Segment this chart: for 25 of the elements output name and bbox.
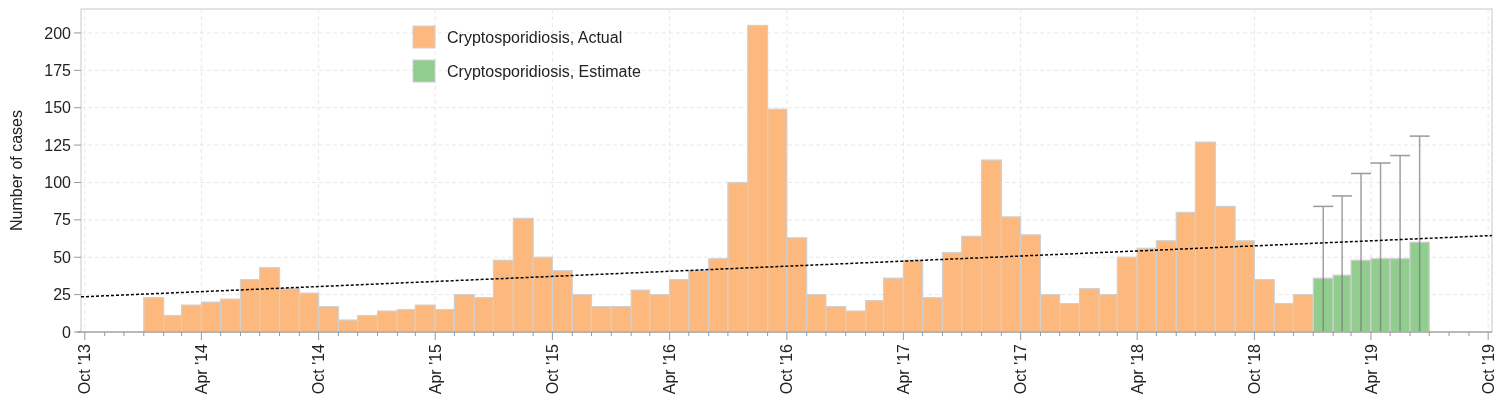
x-tick-label: Apr '16 xyxy=(661,343,679,395)
y-tick-label: 175 xyxy=(44,61,72,79)
y-tick-label: 150 xyxy=(44,99,72,117)
x-tick-label: Oct '16 xyxy=(778,343,796,395)
y-tick-label: 125 xyxy=(44,136,72,154)
x-tick-label: Oct '15 xyxy=(544,343,561,395)
y-tick-label: 0 xyxy=(62,323,72,341)
y-tick-label: 25 xyxy=(53,286,72,304)
x-tick-label: Apr '19 xyxy=(1362,343,1380,395)
legend-label: Cryptosporidiosis, Actual xyxy=(447,28,623,46)
y-axis-title: Number of cases xyxy=(8,110,25,231)
x-tick-label: Apr '18 xyxy=(1128,343,1146,395)
x-tick-label: Apr '17 xyxy=(894,343,912,395)
x-tick-label: Apr '15 xyxy=(426,343,444,395)
y-tick-label: 100 xyxy=(44,174,72,192)
x-tick-label: Oct '17 xyxy=(1012,343,1030,395)
x-tick-label: Oct '18 xyxy=(1245,343,1263,395)
y-tick-label: 75 xyxy=(53,211,72,229)
y-tick-label: 200 xyxy=(44,24,72,42)
x-tick-label: Oct '14 xyxy=(310,343,328,395)
legend-label: Cryptosporidiosis, Estimate xyxy=(447,62,641,80)
x-tick-label: Oct '19 xyxy=(1479,343,1497,395)
x-tick-label: Apr '14 xyxy=(193,343,211,395)
x-tick-label: Oct '13 xyxy=(76,343,94,395)
y-tick-label: 50 xyxy=(53,248,72,266)
